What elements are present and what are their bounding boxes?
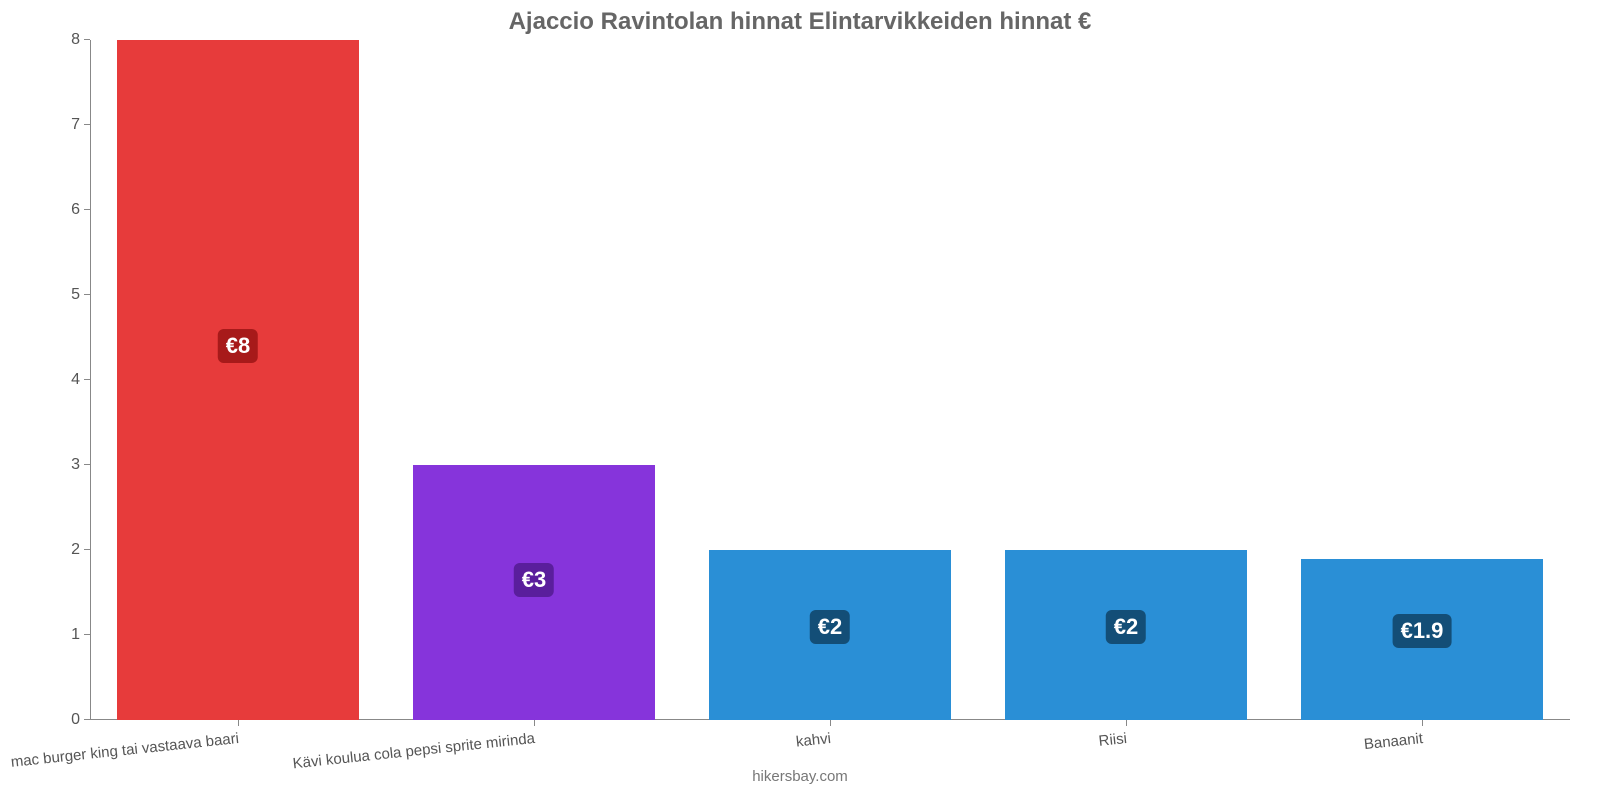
bar-value-badge: €8 xyxy=(218,329,258,363)
plot-area: 012345678€8mac burger king tai vastaava … xyxy=(90,40,1570,720)
x-tick-mark xyxy=(1422,720,1423,726)
chart-title: Ajaccio Ravintolan hinnat Elintarvikkeid… xyxy=(0,8,1600,36)
y-tick-label: 7 xyxy=(71,116,90,134)
x-tick-mark xyxy=(238,720,239,726)
y-tick-label: 2 xyxy=(71,541,90,559)
bar-value-badge: €2 xyxy=(810,610,850,644)
x-tick-label: Riisi xyxy=(1098,730,1128,750)
bar-value-badge: €1.9 xyxy=(1393,614,1452,648)
x-tick-label: kahvi xyxy=(795,730,832,751)
bar-value-badge: €3 xyxy=(514,563,554,597)
chart-credit: hikersbay.com xyxy=(0,768,1600,785)
x-tick-mark xyxy=(534,720,535,726)
y-tick-label: 5 xyxy=(71,286,90,304)
bar xyxy=(117,40,360,720)
x-tick-mark xyxy=(1126,720,1127,726)
x-tick-label: mac burger king tai vastaava baari xyxy=(10,730,240,771)
y-tick-label: 0 xyxy=(71,711,90,729)
y-tick-label: 3 xyxy=(71,456,90,474)
y-tick-label: 1 xyxy=(71,626,90,644)
y-axis-line xyxy=(90,40,91,720)
x-tick-label: Banaanit xyxy=(1363,730,1424,753)
y-tick-label: 8 xyxy=(71,31,90,49)
y-tick-label: 4 xyxy=(71,371,90,389)
y-tick-label: 6 xyxy=(71,201,90,219)
bar-value-badge: €2 xyxy=(1106,610,1146,644)
x-tick-label: Kävi koulua cola pepsi sprite mirinda xyxy=(292,730,536,772)
x-tick-mark xyxy=(830,720,831,726)
price-bar-chart: Ajaccio Ravintolan hinnat Elintarvikkeid… xyxy=(0,0,1600,800)
